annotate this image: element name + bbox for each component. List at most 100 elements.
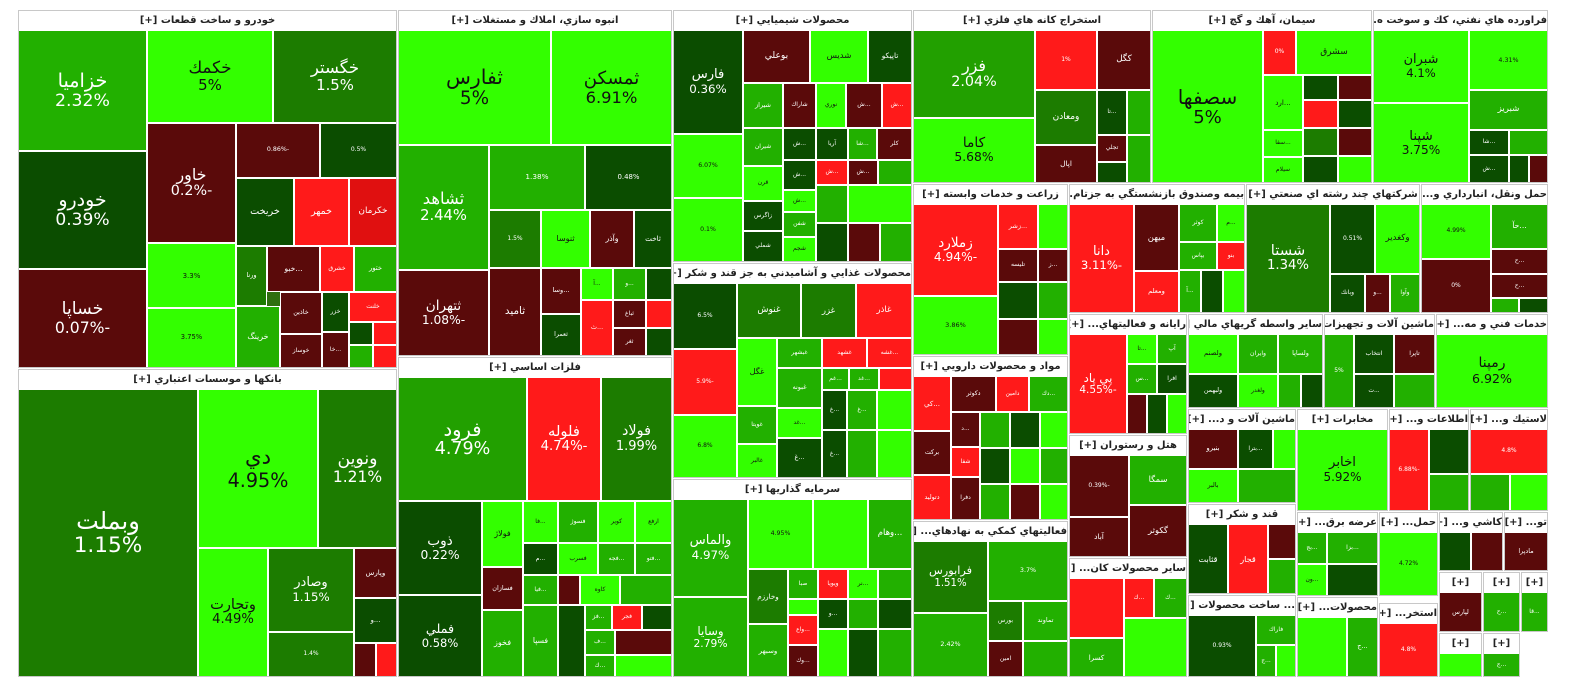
- stock-tile[interactable]: ...ج: [1256, 645, 1276, 676]
- stock-tile[interactable]: فسوژ: [558, 501, 598, 543]
- stock-tile[interactable]: [788, 599, 818, 615]
- stock-tile[interactable]: [848, 223, 880, 261]
- stock-tile[interactable]: [620, 575, 671, 605]
- stock-tile[interactable]: ...غ: [822, 390, 847, 430]
- stock-tile[interactable]: رمپنا 6.92%: [1437, 334, 1547, 407]
- stock-tile[interactable]: 6.07%: [674, 134, 743, 198]
- stock-tile[interactable]: فسازان: [482, 567, 523, 610]
- stock-tile[interactable]: [816, 185, 848, 223]
- stock-tile[interactable]: ثفارس 5%: [399, 30, 551, 145]
- stock-tile[interactable]: والماس 4.97%: [674, 499, 748, 597]
- stock-tile[interactable]: ...س: [1127, 364, 1157, 394]
- stock-tile[interactable]: [1038, 204, 1067, 249]
- stock-tile[interactable]: [818, 629, 848, 676]
- stock-tile[interactable]: 4.99%: [1422, 204, 1491, 259]
- stock-tile[interactable]: كاوه: [580, 575, 620, 605]
- stock-tile[interactable]: شفن: [783, 212, 816, 237]
- stock-tile[interactable]: 1.4%: [268, 632, 354, 676]
- stock-tile[interactable]: فسپا: [523, 605, 558, 676]
- stock-tile[interactable]: دفرا: [951, 477, 980, 519]
- stock-tile[interactable]: بوعلي: [743, 30, 810, 83]
- stock-tile[interactable]: [558, 575, 580, 605]
- stock-tile[interactable]: [1127, 394, 1147, 433]
- stock-tile[interactable]: فسرب: [558, 543, 598, 575]
- stock-tile[interactable]: [1394, 374, 1434, 407]
- stock-tile[interactable]: 0.5%: [320, 123, 396, 178]
- stock-tile[interactable]: ثعمرا: [541, 314, 581, 355]
- stock-tile[interactable]: ...ث: [581, 300, 613, 355]
- stock-tile[interactable]: [1519, 298, 1547, 312]
- stock-tile[interactable]: ...ش: [1469, 155, 1509, 182]
- stock-tile[interactable]: ...فا: [523, 501, 558, 543]
- stock-tile[interactable]: 6.5%: [674, 283, 737, 349]
- stock-tile[interactable]: ...غ: [777, 438, 822, 477]
- stock-tile[interactable]: ...غد: [777, 408, 822, 438]
- stock-tile[interactable]: [642, 605, 671, 630]
- stock-tile[interactable]: [998, 319, 1038, 354]
- stock-tile[interactable]: آريا: [816, 128, 848, 160]
- stock-tile[interactable]: 4.8%: [1380, 623, 1437, 676]
- stock-tile[interactable]: [646, 268, 671, 300]
- stock-tile[interactable]: ولساپا: [1278, 334, 1322, 374]
- stock-tile[interactable]: افرا: [1157, 364, 1186, 394]
- stock-tile[interactable]: ...ون: [1298, 564, 1327, 595]
- stock-tile[interactable]: 0.48%: [585, 145, 671, 210]
- stock-tile[interactable]: [848, 185, 911, 223]
- stock-tile[interactable]: نوري: [816, 83, 846, 128]
- stock-tile[interactable]: 3.75%: [147, 308, 236, 367]
- stock-tile[interactable]: وسايا 2.79%: [674, 597, 748, 676]
- stock-tile[interactable]: [1303, 75, 1338, 100]
- stock-tile[interactable]: ...ارد: [1263, 75, 1303, 130]
- stock-tile[interactable]: [879, 368, 911, 390]
- stock-tile[interactable]: ...ش: [848, 160, 878, 185]
- stock-tile[interactable]: [349, 322, 373, 345]
- stock-tile[interactable]: -0.86%: [236, 123, 320, 178]
- stock-tile[interactable]: [878, 629, 911, 676]
- stock-tile[interactable]: غويتا: [737, 406, 777, 444]
- stock-tile[interactable]: وكغدير: [1375, 204, 1419, 274]
- stock-tile[interactable]: ...بج: [1298, 532, 1327, 564]
- stock-tile[interactable]: شديس: [810, 30, 868, 83]
- stock-tile[interactable]: [1268, 559, 1295, 593]
- stock-tile[interactable]: غشهد: [822, 338, 867, 368]
- stock-tile[interactable]: [1471, 474, 1510, 510]
- stock-tile[interactable]: [1167, 394, 1186, 433]
- stock-tile[interactable]: [848, 629, 878, 676]
- stock-tile[interactable]: ...ش: [846, 83, 882, 128]
- stock-tile[interactable]: شيران: [743, 128, 783, 166]
- stock-tile[interactable]: انتخاب: [1354, 334, 1394, 374]
- stock-tile[interactable]: فزر 2.04%: [914, 30, 1035, 118]
- stock-tile[interactable]: ...غ: [822, 430, 847, 477]
- stock-tile[interactable]: ...فتو: [635, 543, 671, 575]
- stock-tile[interactable]: ...ز: [1038, 249, 1067, 282]
- stock-tile[interactable]: [1040, 448, 1067, 484]
- stock-tile[interactable]: فرود 4.79%: [399, 377, 527, 501]
- stock-tile[interactable]: شفا: [951, 447, 980, 477]
- stock-tile[interactable]: فلوله -4.74%: [527, 377, 601, 501]
- stock-tile[interactable]: [1040, 412, 1067, 448]
- stock-tile[interactable]: ...ش: [783, 128, 816, 160]
- stock-tile[interactable]: كسرا: [1070, 638, 1124, 676]
- stock-tile[interactable]: ...بزا: [1327, 532, 1377, 564]
- stock-tile[interactable]: [1010, 484, 1040, 519]
- stock-tile[interactable]: [1127, 135, 1150, 182]
- stock-tile[interactable]: ...م: [1217, 204, 1244, 242]
- stock-tile[interactable]: سيلام: [1263, 157, 1303, 182]
- stock-tile[interactable]: [1303, 156, 1338, 182]
- stock-tile[interactable]: [1509, 130, 1547, 155]
- stock-tile[interactable]: فرابورس 1.51%: [914, 541, 988, 613]
- stock-tile[interactable]: ثغر: [613, 328, 646, 355]
- stock-tile[interactable]: ارفع: [635, 501, 671, 543]
- stock-tile[interactable]: وبملت 1.15%: [19, 389, 198, 676]
- stock-tile[interactable]: [1010, 448, 1040, 484]
- stock-tile[interactable]: ...آ: [1179, 270, 1201, 312]
- stock-tile[interactable]: [1040, 484, 1067, 519]
- stock-tile[interactable]: شبريز: [1469, 90, 1547, 130]
- stock-tile[interactable]: بركت: [914, 431, 951, 475]
- stock-tile[interactable]: خريخت: [236, 178, 294, 246]
- stock-tile[interactable]: فملي 0.58%: [399, 595, 482, 676]
- stock-tile[interactable]: ...ح: [1491, 249, 1547, 274]
- stock-tile[interactable]: اخابر 5.92%: [1298, 429, 1387, 510]
- stock-tile[interactable]: 3.86%: [914, 296, 998, 354]
- stock-tile[interactable]: [1440, 532, 1471, 570]
